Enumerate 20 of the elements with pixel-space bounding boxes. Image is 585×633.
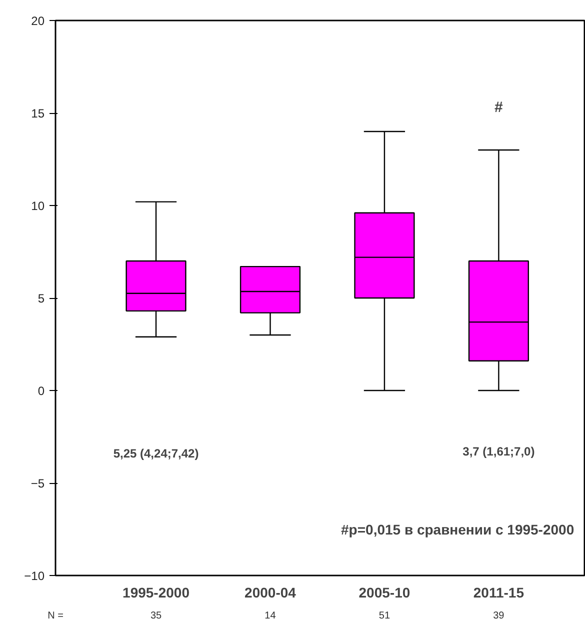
annotation: #p=0,015 в сравнении с 1995-2000	[341, 521, 574, 538]
text: 14	[264, 610, 276, 622]
text: 39	[493, 610, 505, 622]
y-tick-label: −5	[30, 476, 45, 490]
y-tick-label: −10	[24, 569, 45, 583]
text: N =	[48, 610, 64, 622]
x-tick-label: 2005-10	[358, 584, 410, 600]
text: 35	[150, 610, 162, 622]
x-tick-label: 1995-2000	[122, 584, 190, 600]
x-tick-label: 2011-15	[473, 584, 524, 600]
x-tick-label: 2000-04	[244, 584, 296, 600]
y-tick-label: 20	[31, 14, 45, 28]
text: 51	[378, 610, 390, 622]
y-tick-label: 0	[38, 384, 45, 398]
annotation: 3,7 (1,61;7,0)	[462, 444, 535, 459]
y-tick-label: 15	[31, 106, 45, 120]
annotation: #	[494, 99, 504, 116]
y-tick-label: 10	[31, 199, 45, 213]
annotation: 5,25 (4,24;7,42)	[113, 446, 199, 460]
y-tick-label: 5	[38, 292, 45, 306]
